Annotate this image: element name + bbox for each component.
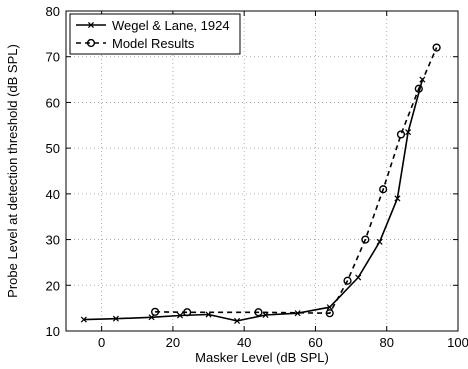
legend: Wegel & Lane, 1924 Model Results	[69, 13, 241, 55]
x-marker-stroke	[294, 310, 301, 317]
data-point	[177, 312, 184, 319]
legend-marker	[87, 21, 95, 29]
y-tick-label: 50	[46, 141, 60, 156]
data-point	[376, 238, 383, 245]
legend-label-wegel-lane: Wegel & Lane, 1924	[112, 18, 230, 33]
x-axis-label: Masker Level (dB SPL)	[195, 350, 329, 365]
data-point	[432, 43, 441, 52]
y-tick-label: 70	[46, 50, 60, 65]
x-marker-stroke	[376, 238, 383, 245]
x-marker-stroke	[394, 195, 401, 202]
data-point	[355, 274, 362, 281]
y-tick-label: 20	[46, 278, 60, 293]
data-point	[396, 130, 406, 139]
legend-marker-wegel-lane	[87, 21, 95, 29]
legend-box	[69, 13, 241, 55]
y-tick-label: 60	[46, 95, 60, 110]
y-tick-label: 40	[46, 187, 60, 202]
data-point	[325, 309, 334, 318]
ticks	[66, 10, 459, 332]
data-point	[150, 307, 160, 316]
data-point	[294, 310, 301, 317]
data-point	[262, 311, 269, 319]
data-point	[405, 129, 412, 136]
data-point	[379, 185, 388, 194]
x-marker-stroke	[177, 312, 184, 319]
data-point	[183, 308, 192, 317]
legend-label-model-results: Model Results	[112, 36, 195, 51]
y-tick-label: 30	[46, 233, 60, 248]
data-point	[361, 235, 370, 244]
x-tick-label: 80	[379, 335, 393, 350]
y-tick-label: 80	[46, 4, 60, 19]
x-tick-labels: 0 20 40 60 80 100	[98, 335, 468, 350]
x-marker-stroke	[148, 314, 155, 321]
series-line	[83, 79, 424, 322]
series-0	[80, 76, 426, 324]
data-point	[414, 84, 423, 93]
x-tick-label: 100	[447, 335, 468, 350]
plot-frame	[65, 10, 459, 332]
x-tick-label: 0	[98, 335, 105, 350]
x-tick-label: 20	[166, 335, 180, 350]
x-marker-stroke	[80, 316, 87, 323]
data-point	[394, 195, 401, 202]
data-point	[80, 316, 87, 323]
x-tick-label: 60	[308, 335, 322, 350]
data-point	[326, 304, 333, 311]
x-marker-stroke	[234, 317, 241, 324]
legend-marker-model-results	[86, 38, 96, 48]
grid	[66, 10, 459, 332]
x-marker-stroke	[262, 311, 269, 319]
data-point	[148, 314, 155, 321]
data-point	[112, 315, 119, 322]
x-marker-stroke	[355, 274, 362, 281]
series-1	[150, 43, 441, 318]
y-axis-label: Probe Level at detection threshold (dB S…	[5, 44, 20, 298]
x-marker-stroke	[87, 21, 95, 29]
series-line	[155, 47, 438, 315]
data-point	[343, 276, 352, 285]
data-point	[254, 308, 263, 317]
x-marker-stroke	[112, 315, 119, 322]
y-tick-label: 10	[46, 324, 60, 339]
legend-marker	[86, 38, 96, 48]
y-tick-labels: 10 20 30 40 50 60 70 80	[46, 4, 60, 339]
x-marker-stroke	[326, 304, 333, 311]
data-point	[234, 317, 241, 324]
series	[80, 43, 441, 324]
x-tick-label: 40	[237, 335, 251, 350]
x-marker-stroke	[405, 129, 412, 136]
